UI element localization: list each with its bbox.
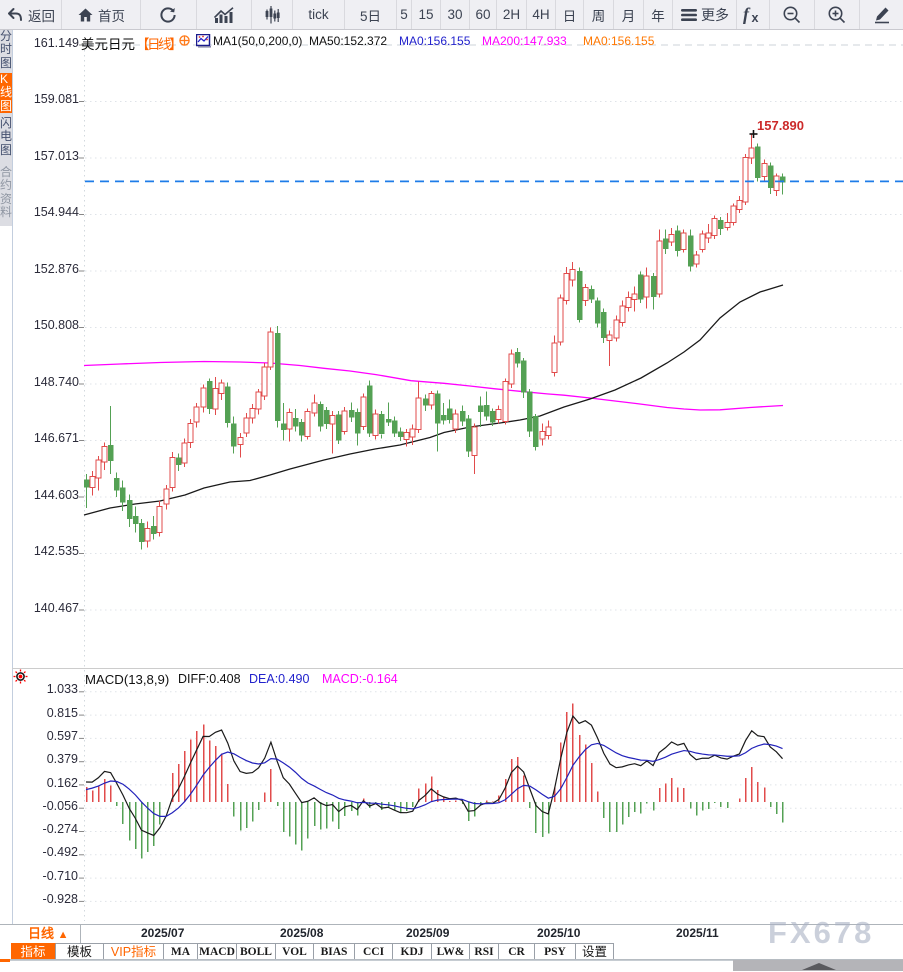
svg-text:x: x [752, 11, 759, 24]
svg-text:f: f [743, 5, 751, 24]
